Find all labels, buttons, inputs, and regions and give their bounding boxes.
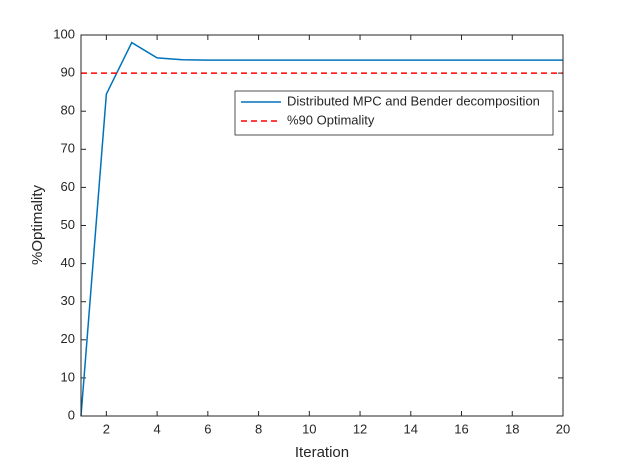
x-tick-label: 6 — [204, 421, 211, 436]
y-tick-label: 0 — [68, 407, 75, 422]
x-tick-label: 16 — [454, 421, 468, 436]
x-tick-label: 20 — [556, 421, 570, 436]
y-axis-label: %Optimality — [29, 184, 46, 265]
x-tick-label: 4 — [153, 421, 160, 436]
x-axis-label: Iteration — [295, 444, 349, 461]
series-line — [80, 41, 563, 417]
y-tick-label: 30 — [61, 293, 75, 308]
y-tick-label: 20 — [61, 331, 75, 346]
x-tick-label: 10 — [302, 421, 316, 436]
y-tick-label: 70 — [61, 141, 75, 156]
y-tick-label: 10 — [61, 369, 75, 384]
y-tick-label: 40 — [61, 255, 75, 270]
y-tick-label: 50 — [61, 217, 75, 232]
x-tick-label: 18 — [505, 421, 519, 436]
axes-box — [80, 34, 564, 417]
legend-label: %90 Optimality — [287, 112, 375, 127]
y-tick-label: 100 — [53, 26, 75, 41]
y-tick-label: 90 — [61, 65, 75, 80]
legend-label: Distributed MPC and Bender decomposition — [287, 93, 540, 108]
x-tick-label: 14 — [404, 421, 418, 436]
x-tick-label: 2 — [103, 421, 110, 436]
x-tick-label: 12 — [353, 421, 367, 436]
x-tick-label: 8 — [255, 421, 262, 436]
legend-box — [234, 90, 554, 136]
y-tick-label: 80 — [61, 103, 75, 118]
y-tick-label: 60 — [61, 179, 75, 194]
